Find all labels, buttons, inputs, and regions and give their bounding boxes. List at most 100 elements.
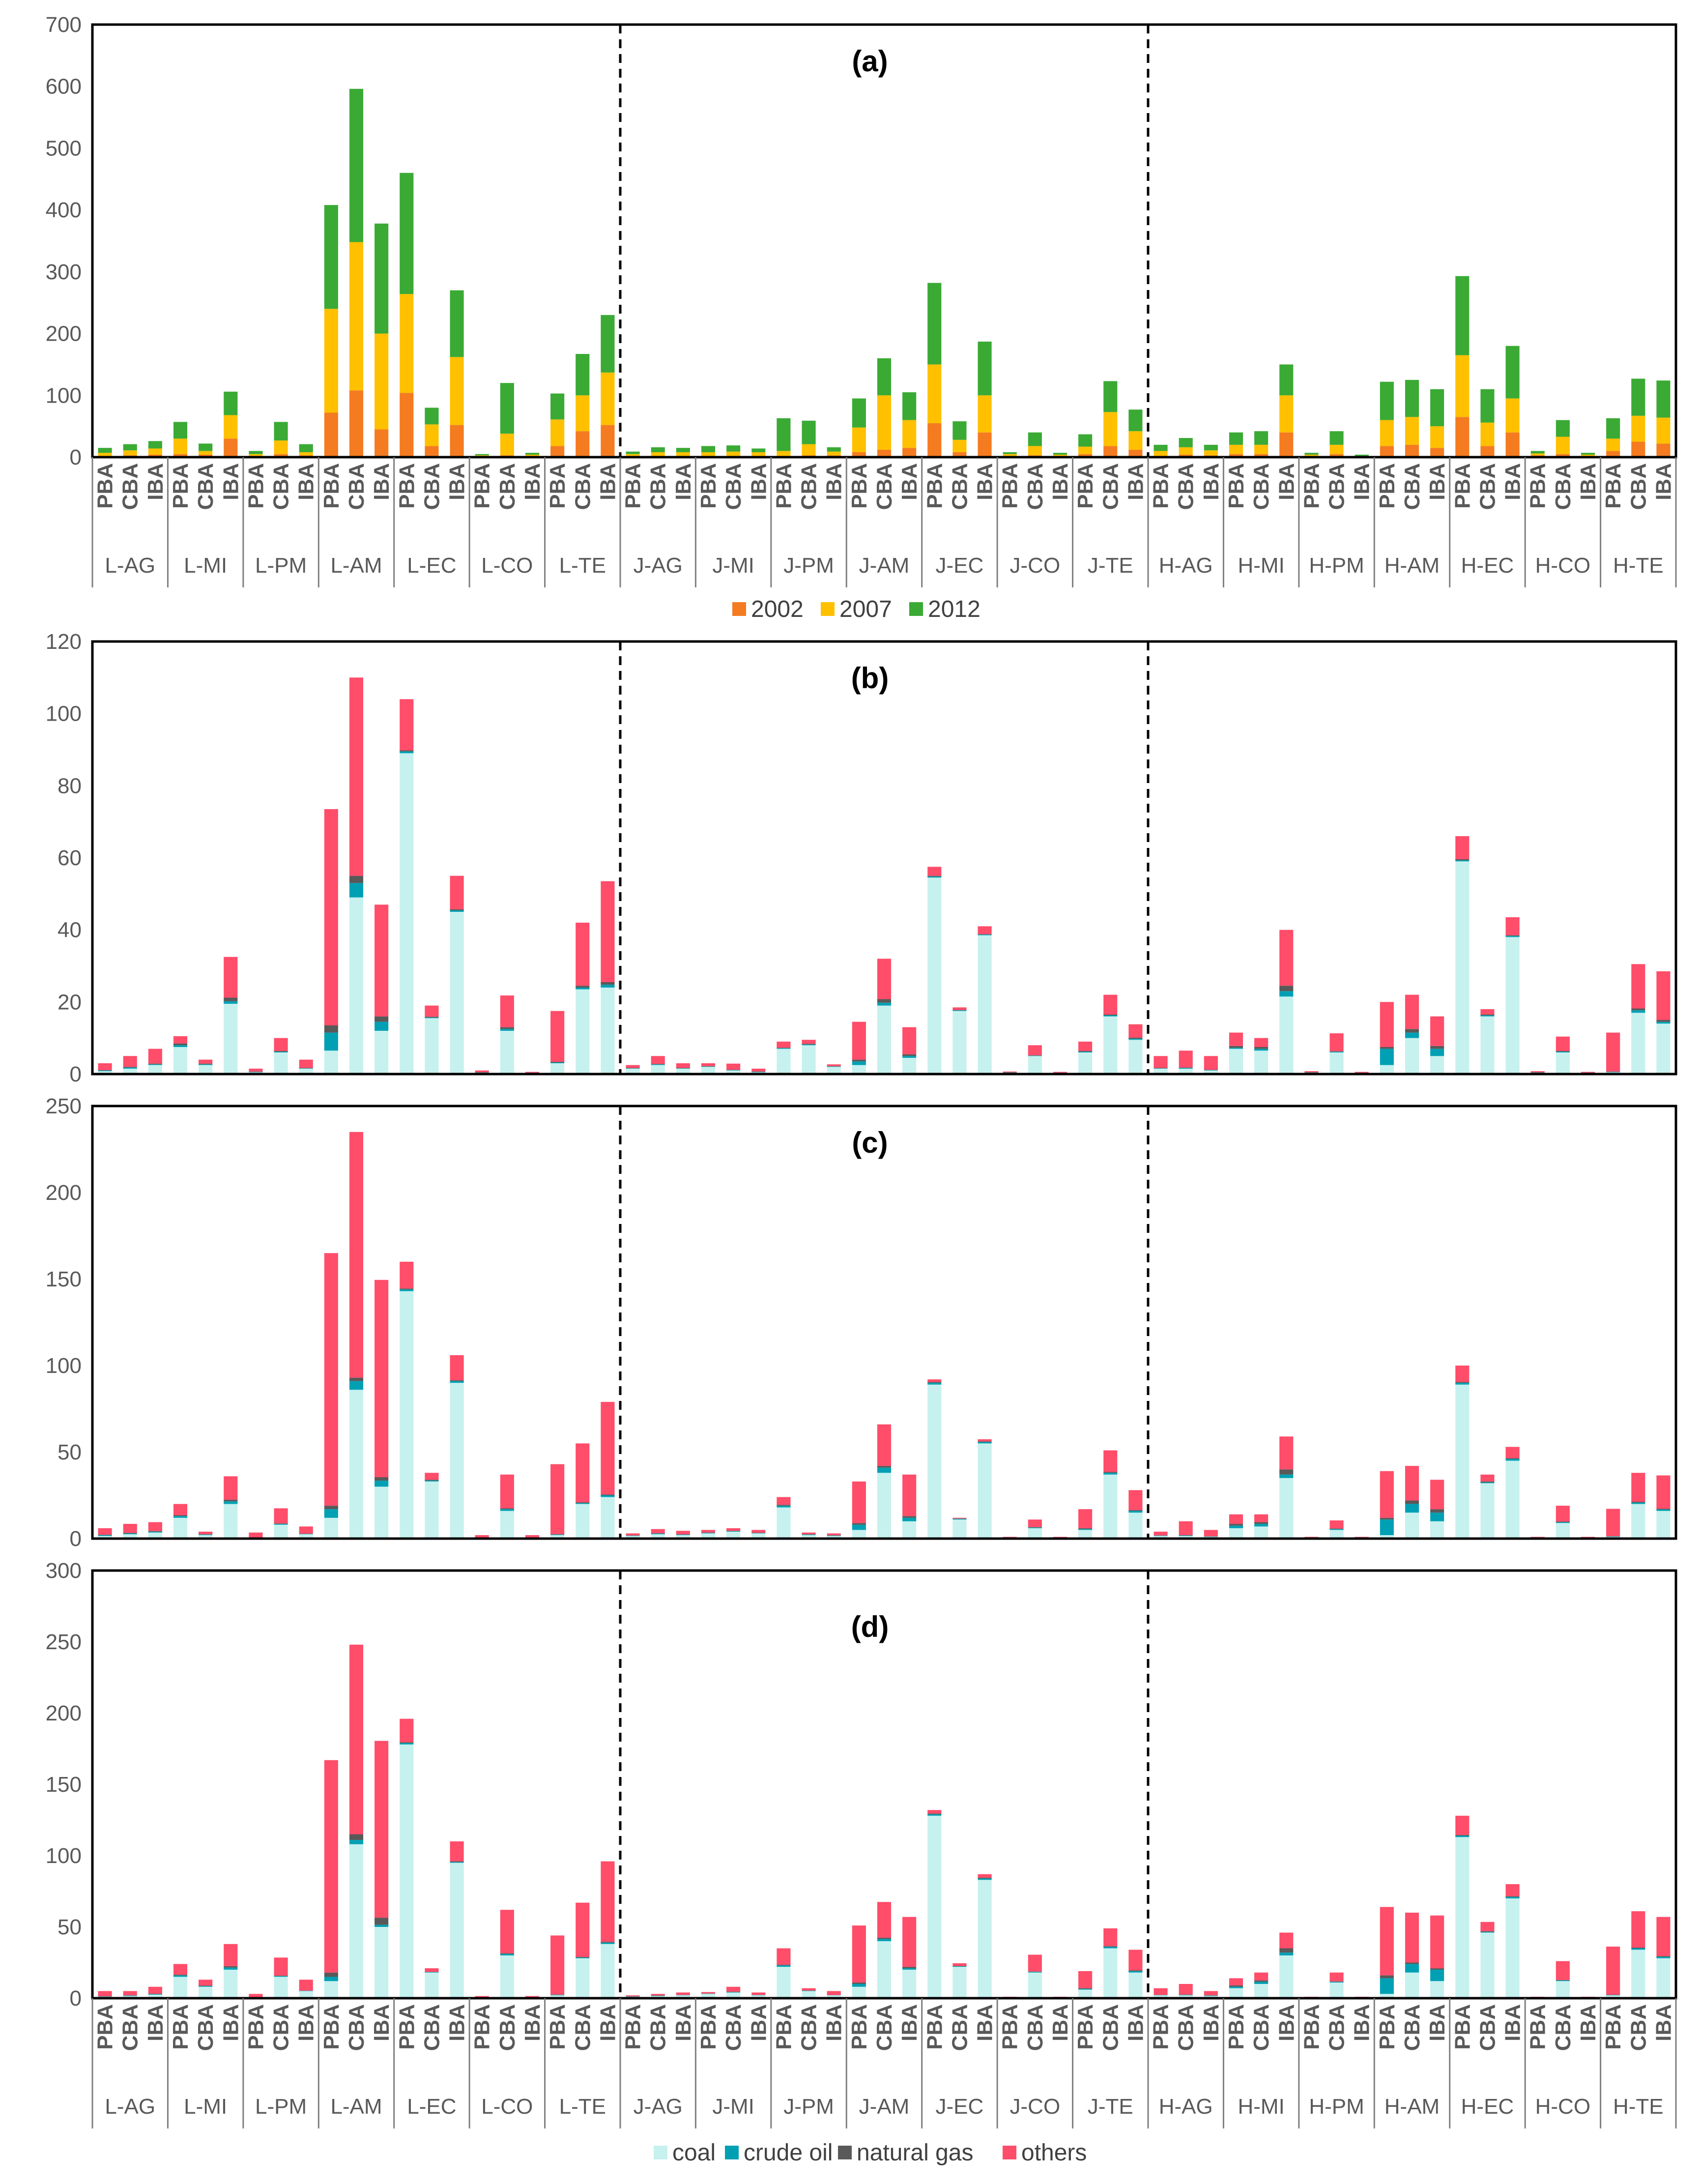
panel-a-bar-2007 <box>952 439 967 452</box>
panel-b-bar-crude-oil <box>1505 936 1520 937</box>
panel-c-bar-natural-gas <box>952 1518 967 1519</box>
panel-b-bar-crude-oil <box>500 1029 514 1031</box>
panel-d-group-label: J-AG <box>634 2095 683 2119</box>
panel-b-bar-others <box>1279 930 1294 986</box>
panel-d-bar-label: CBA <box>345 2004 369 2051</box>
panel-b-bar-crude-oil <box>852 1061 866 1065</box>
panel-a-group-label: H-AM <box>1384 553 1440 578</box>
panel-d-bar-coal <box>1380 1994 1394 1998</box>
panel-b-bar-others <box>1028 1045 1042 1055</box>
panel-b-bar-crude-oil <box>224 1001 238 1004</box>
panel-b-bar-others <box>400 699 414 751</box>
panel-d-bar-label: CBA <box>1551 2004 1575 2051</box>
panel-c-y-tick-label: 150 <box>46 1267 82 1291</box>
panel-c-bar-crude-oil <box>274 1524 288 1525</box>
panel-d-group-label: H-CO <box>1535 2095 1590 2119</box>
panel-b-bar-natural-gas <box>626 1068 640 1069</box>
panel-a-bar-2002 <box>1606 451 1620 457</box>
panel-c-bar-crude-oil <box>1279 1474 1294 1478</box>
panel-a-bar-2007 <box>651 452 665 456</box>
panel-c-bar-natural-gas <box>978 1441 992 1442</box>
panel-d-bar-crude-oil <box>500 1954 514 1955</box>
panel-a-bar-2012 <box>1028 432 1042 446</box>
panel-d-bar-crude-oil <box>450 1862 464 1863</box>
panel-b-bar-others <box>1606 1032 1620 1072</box>
panel-c-bar-coal <box>952 1519 967 1539</box>
panel-a-bar-2007 <box>1405 417 1419 445</box>
panel-a-group-label: H-PM <box>1309 553 1364 578</box>
panel-b-y-tick-label: 100 <box>46 702 82 726</box>
panel-d-bar-coal <box>1606 1995 1620 1998</box>
panel-a-bar-2002 <box>349 390 364 457</box>
panel-d-bar-coal <box>751 1995 766 1998</box>
panel-d-bar-others <box>199 1980 213 1986</box>
legend-swatch-2012 <box>909 602 923 616</box>
panel-a-bar-2007 <box>927 364 942 423</box>
panel-d-bar-label: CBA <box>1626 2004 1650 2051</box>
panel-d-bar-coal <box>375 1927 389 1998</box>
panel-b-bar-crude-oil <box>1430 1048 1444 1056</box>
panel-d-bar-label: PBA <box>395 2004 419 2050</box>
panel-d-bar-others <box>173 1964 188 1975</box>
panel-c-bar-others <box>1405 1466 1419 1501</box>
panel-d-bar-coal <box>400 1744 414 1998</box>
panel-c-bar-natural-gas <box>500 1508 514 1510</box>
panel-b-bar-crude-oil <box>927 876 942 878</box>
panel-a-bar-2012 <box>852 398 866 428</box>
panel-d-bar-coal <box>1430 1981 1444 1998</box>
panel-b-bar-others <box>1530 1071 1545 1073</box>
panel-c-bar-others <box>1505 1447 1520 1458</box>
panel-d-bar-label: CBA <box>1249 2004 1273 2051</box>
panel-a-bar-2012 <box>148 441 162 449</box>
panel-a-bar-label: IBA <box>1350 463 1374 500</box>
panel-c-bar-coal <box>1103 1474 1118 1539</box>
panel-a-y-tick-label: 500 <box>46 136 82 160</box>
panel-b-y-tick-label: 0 <box>70 1062 82 1086</box>
panel-b-bar-others <box>324 809 338 1025</box>
panel-b-bar-others <box>777 1042 791 1048</box>
panel-b-bar-natural-gas <box>827 1066 841 1067</box>
panel-d-bar-label: PBA <box>847 2004 871 2050</box>
panel-b-bar-coal <box>1229 1048 1243 1074</box>
panel-c-bar-crude-oil <box>601 1495 615 1497</box>
panel-a-bar-2002 <box>576 431 590 457</box>
panel-b-bar-natural-gas <box>1128 1037 1143 1039</box>
legend-label-2002: 2002 <box>751 596 804 622</box>
panel-d-bar-coal <box>1103 1948 1118 1998</box>
panel-c-bar-natural-gas <box>1656 1509 1671 1510</box>
panel-a-frame <box>91 23 1677 459</box>
panel-b-bar-coal <box>1455 861 1470 1074</box>
panel-a-bar-label: CBA <box>1475 463 1499 510</box>
panel-c-bar-others <box>726 1528 741 1531</box>
panel-b-bar-coal <box>349 897 364 1074</box>
panel-b-bar-others <box>601 881 615 982</box>
panel-c-bar-crude-oil <box>1128 1511 1143 1513</box>
panel-a-bar-label: CBA <box>948 463 972 510</box>
panel-a-bar-2002 <box>852 452 866 457</box>
panel-b-bar-crude-oil <box>626 1068 640 1069</box>
panel-b-bar-natural-gas <box>450 909 464 911</box>
panel-c-bar-natural-gas <box>400 1288 414 1290</box>
panel-a-bar-2012 <box>1329 431 1344 445</box>
panel-a-bar-label: IBA <box>973 463 997 500</box>
panel-b-bar-coal <box>274 1052 288 1074</box>
panel-c-bar-coal <box>450 1383 464 1539</box>
panel-a-bar-2012 <box>802 420 816 444</box>
panel-a-bar-2012 <box>550 393 565 420</box>
panel-b-bar-crude-oil <box>1254 1048 1269 1051</box>
panel-b-bar-coal <box>978 935 992 1074</box>
panel-a-bar-label: IBA <box>219 463 243 500</box>
panel-c-bar-coal <box>274 1524 288 1539</box>
panel-a-bar-2007 <box>676 452 690 456</box>
panel-c-bar-crude-oil <box>375 1481 389 1487</box>
panel-a-bar-2007 <box>1329 444 1344 454</box>
panel-d-bar-natural-gas <box>902 1967 917 1969</box>
panel-c-bar-natural-gas <box>199 1534 213 1535</box>
panel-a-bar-label: CBA <box>1249 463 1273 510</box>
panel-d-bar-coal <box>324 1981 338 1998</box>
panel-a-bar-label: PBA <box>1299 463 1324 509</box>
panel-b-bar-coal <box>1204 1070 1218 1074</box>
panel-c-bar-others <box>324 1253 338 1506</box>
panel-a-bar-label: CBA <box>872 463 896 510</box>
